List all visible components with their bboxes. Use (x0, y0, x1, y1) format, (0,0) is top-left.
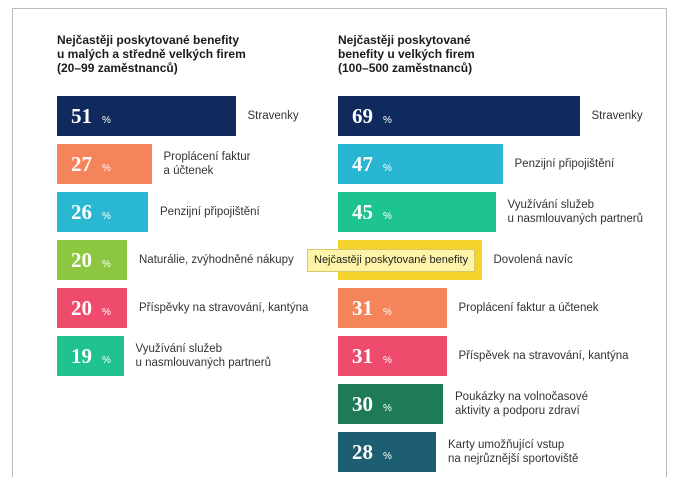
value-label: 51 (71, 104, 92, 128)
value-label: 47 (352, 152, 373, 176)
value-label: 20 (71, 248, 92, 272)
value-unit: % (383, 355, 392, 366)
value-label: 45 (352, 200, 373, 224)
category-label: Příspěvky na stravování, kantýna (139, 302, 309, 314)
category-label: Využívání služeb u nasmlouvaných partner… (507, 199, 644, 225)
value-unit: % (383, 211, 392, 222)
value-label: 31 (352, 344, 373, 368)
bar (57, 240, 127, 280)
category-label: Poukázky na volnočasové aktivity a podpo… (455, 391, 588, 417)
bar (338, 192, 496, 232)
category-label: Penzijní připojištění (160, 206, 260, 218)
chart-title: Nejčastěji poskytované benefity u velkýc… (338, 33, 475, 75)
tooltip: Nejčastěji poskytované benefity (307, 249, 476, 272)
value-unit: % (102, 115, 111, 126)
value-unit: % (102, 259, 111, 270)
value-unit: % (383, 403, 392, 414)
bar (57, 288, 127, 328)
category-label: Proplácení faktur a účtenek (458, 302, 599, 314)
bar (338, 336, 447, 376)
bar (57, 96, 236, 136)
category-label: Naturálie, zvýhodněné nákupy (139, 254, 294, 266)
value-unit: % (383, 115, 392, 126)
category-label: Karty umožňující vstup na nejrůznější sp… (448, 439, 579, 465)
value-label: 31 (352, 296, 373, 320)
bar (57, 144, 152, 184)
category-label: Proplácení faktur a účtenek (163, 151, 251, 177)
value-unit: % (383, 163, 392, 174)
bar (338, 384, 443, 424)
value-unit: % (383, 307, 392, 318)
value-label: 20 (71, 296, 92, 320)
bar (57, 192, 148, 232)
bar (338, 288, 447, 328)
value-label: 26 (71, 200, 92, 224)
category-label: Příspěvek na stravování, kantýna (458, 350, 629, 362)
value-unit: % (102, 163, 111, 174)
value-label: 28 (352, 440, 373, 464)
category-label: Dovolená navíc (493, 254, 573, 266)
bar (57, 336, 124, 376)
bar (338, 144, 503, 184)
value-unit: % (383, 451, 392, 462)
category-label: Stravenky (591, 110, 643, 122)
chart-title: Nejčastěji poskytované benefity u malých… (57, 33, 246, 75)
value-label: 30 (352, 392, 373, 416)
value-unit: % (102, 211, 111, 222)
value-label: 27 (71, 152, 92, 176)
category-label: Stravenky (247, 110, 299, 122)
bar (338, 432, 436, 472)
value-label: 19 (71, 344, 92, 368)
value-unit: % (102, 307, 111, 318)
category-label: Penzijní připojištění (514, 158, 615, 170)
bar (338, 96, 580, 136)
category-label: Využívání služeb u nasmlouvaných partner… (135, 343, 272, 369)
frame (12, 8, 667, 477)
value-unit: % (102, 355, 111, 366)
value-label: 69 (352, 104, 373, 128)
